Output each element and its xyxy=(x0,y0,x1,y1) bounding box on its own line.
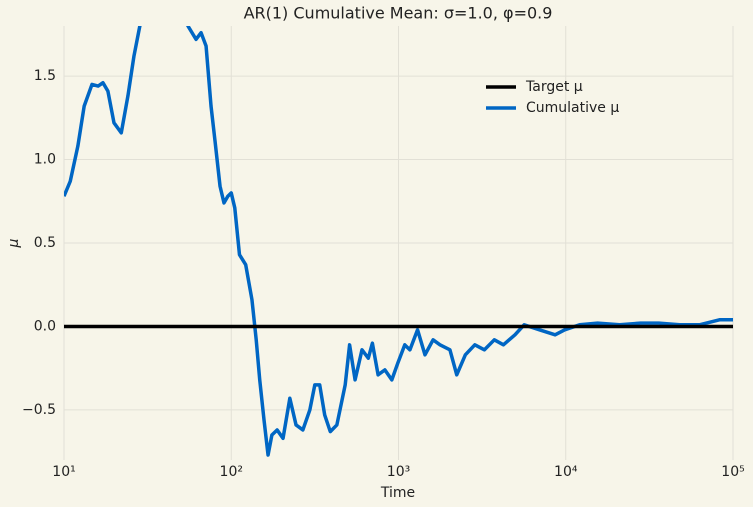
x-axis-label: Time xyxy=(380,485,415,501)
x-tick-label: 10² xyxy=(220,464,243,480)
y-axis-label: μ xyxy=(6,238,22,248)
y-tick-label: 1.5 xyxy=(34,68,56,84)
x-tick-label: 10³ xyxy=(387,464,410,480)
plot-area xyxy=(64,26,733,457)
x-tick-label: 10¹ xyxy=(52,464,75,480)
y-tick-label: 0.0 xyxy=(34,318,56,334)
y-tick-label: 1.0 xyxy=(34,152,56,168)
chart-title: AR(1) Cumulative Mean: σ=1.0, φ=0.9 xyxy=(244,4,553,23)
x-tick-label: 10⁴ xyxy=(554,464,578,480)
legend-label: Target μ xyxy=(525,79,583,95)
legend-label: Cumulative μ xyxy=(526,100,619,116)
y-tick-label: 0.5 xyxy=(34,235,56,251)
x-tick-label: 10⁵ xyxy=(721,464,744,480)
series-line xyxy=(64,26,733,457)
y-tick-label: −0.5 xyxy=(22,402,56,418)
legend: Target μ Cumulative μ xyxy=(486,79,619,116)
